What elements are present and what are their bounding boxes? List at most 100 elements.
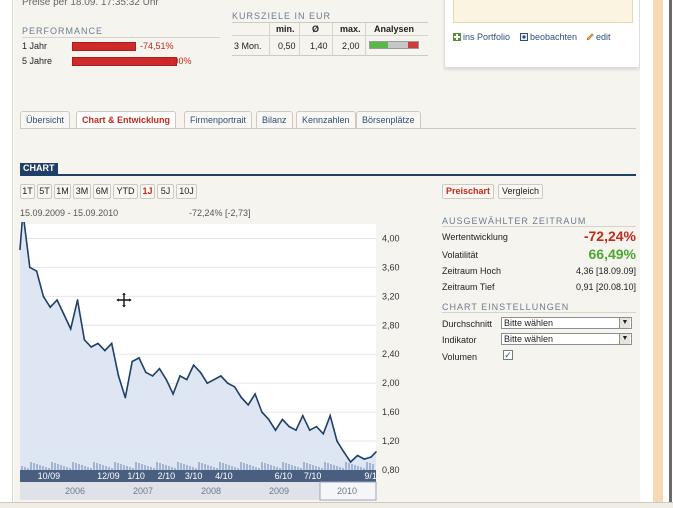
tab-firmenportrait[interactable]: Firmenportrait xyxy=(184,111,253,129)
period-ytd[interactable]: YTD xyxy=(113,184,138,199)
price-point xyxy=(349,461,352,463)
tab-chart-entwicklung[interactable]: Chart & Entwicklung xyxy=(76,111,177,129)
zeitraum-hoch-label: Zeitraum Hoch xyxy=(442,266,502,276)
add-portfolio-link[interactable]: ins Portfolio xyxy=(453,32,510,42)
price-point xyxy=(56,299,58,301)
kursziele-table: min. Ø max. Analysen 3 Mon. 0,50 1,40 2,… xyxy=(232,22,428,56)
performance-divider xyxy=(22,37,220,38)
x-tick-label: 7/10 xyxy=(304,471,322,481)
analysen-sell-segment xyxy=(408,42,418,48)
y-tick-label: 2,40 xyxy=(382,349,400,359)
price-point xyxy=(247,404,250,406)
einstellungen-divider xyxy=(442,312,636,313)
price-chart[interactable]: 4,00 3,60 3,20 2,80 2,40 2,00 1,60 1,20 0,80 10/0… xyxy=(14,222,434,502)
navigator-year-label: 2010 xyxy=(337,486,357,496)
column-separator xyxy=(269,23,270,56)
period-1m[interactable]: 1M xyxy=(54,184,71,199)
durchschnitt-select[interactable]: Bitte wählen ▼ xyxy=(501,317,632,329)
price-point xyxy=(42,295,45,298)
price-point xyxy=(288,425,290,428)
price-point xyxy=(131,360,133,363)
price-point xyxy=(69,328,72,330)
x-tick-label: 2/10 xyxy=(158,471,176,481)
watch-link[interactable]: beobachten xyxy=(520,32,577,42)
price-point xyxy=(117,375,120,377)
performance-value: -96,00% xyxy=(158,56,192,66)
price-point xyxy=(375,451,377,453)
price-point xyxy=(220,375,222,377)
chart-date-range: 15.09.2009 - 15.09.2010 xyxy=(20,208,119,218)
tab-boersenplaetze[interactable]: Börsenplätze xyxy=(356,111,421,129)
wertentwicklung-value: -72,24% xyxy=(583,228,636,244)
price-point xyxy=(308,429,311,432)
period-10j[interactable]: 10J xyxy=(176,184,197,199)
chevron-down-icon: ▼ xyxy=(619,318,630,328)
tab-kennzahlen[interactable]: Kennzahlen xyxy=(296,111,356,129)
price-point xyxy=(261,411,263,413)
indikator-select[interactable]: Bitte wählen ▼ xyxy=(501,333,632,345)
price-point xyxy=(145,371,147,374)
price-point xyxy=(281,418,284,421)
volatilitaet-value: 66,49% xyxy=(588,246,636,262)
y-tick-label: 0,80 xyxy=(382,465,400,475)
volumen-label: Volumen xyxy=(442,352,478,362)
portfolio-box: ins Portfolio beobachten edit xyxy=(444,0,640,68)
analysen-bar xyxy=(369,41,419,49)
chart-change-value: -72,24% [-2,73] xyxy=(189,208,251,218)
column-separator xyxy=(365,23,366,56)
navigator-year-label: 2007 xyxy=(133,486,153,496)
price-point xyxy=(233,385,236,388)
portfolio-banner xyxy=(453,0,633,23)
volumen-checkbox[interactable]: ✓ xyxy=(503,350,513,360)
price-point xyxy=(63,313,65,316)
period-5t[interactable]: 5T xyxy=(37,184,52,199)
tab-bilanz[interactable]: Bilanz xyxy=(256,111,293,129)
period-6m[interactable]: 6M xyxy=(93,184,111,199)
indikator-value: Bitte wählen xyxy=(504,334,554,344)
price-point xyxy=(124,396,127,399)
price-point xyxy=(206,382,209,384)
column-separator xyxy=(299,23,300,56)
zeitraum-divider xyxy=(442,226,636,227)
performance-bar xyxy=(72,42,136,51)
add-portfolio-icon xyxy=(453,33,461,41)
price-point xyxy=(83,338,86,341)
scrollbar-track[interactable] xyxy=(669,0,672,508)
watch-label: beobachten xyxy=(530,32,578,42)
tab-preischart[interactable]: Preischart xyxy=(442,184,495,199)
table-divider xyxy=(232,35,428,36)
x-tick-label: 6/10 xyxy=(275,471,293,481)
price-point xyxy=(110,342,113,345)
performance-row-5years: 5 Jahre -96,00% xyxy=(22,56,192,66)
price-point xyxy=(199,371,202,374)
page-edge-stripe xyxy=(653,0,663,508)
zeitraum-title: AUSGEWÄHLTER ZEITRAUM xyxy=(442,216,587,226)
navigator-year-label: 2009 xyxy=(269,486,289,496)
add-portfolio-label: ins Portfolio xyxy=(463,32,511,42)
pencil-icon xyxy=(586,33,594,41)
y-tick-label: 3,20 xyxy=(382,291,400,301)
price-timestamp: Preise per 18.09. 17:35:32 Uhr xyxy=(22,0,159,8)
tab-uebersicht[interactable]: Übersicht xyxy=(20,111,71,129)
zeitraum-tief-label: Zeitraum Tief xyxy=(442,282,495,292)
volatilitaet-label: Volatilität xyxy=(442,250,479,260)
price-point xyxy=(172,393,174,395)
y-tick-label: 2,00 xyxy=(382,378,400,388)
analysen-buy-segment xyxy=(370,42,388,48)
price-point xyxy=(28,266,31,269)
tab-vergleich[interactable]: Vergleich xyxy=(498,184,544,199)
price-point xyxy=(165,378,168,381)
price-point xyxy=(104,349,106,352)
max-cell: 2,00 xyxy=(342,41,360,51)
wertentwicklung-label: Wertentwicklung xyxy=(442,232,508,242)
edit-link[interactable]: edit xyxy=(586,32,611,42)
price-point xyxy=(49,306,52,309)
period-5j[interactable]: 5J xyxy=(157,184,174,199)
period-1t[interactable]: 1T xyxy=(20,184,35,199)
chevron-down-icon: ▼ xyxy=(619,334,630,344)
min-cell: 0,50 xyxy=(278,41,296,51)
browser-frame-right xyxy=(641,0,673,508)
period-1j[interactable]: 1J xyxy=(140,184,155,199)
performance-label: 5 Jahre xyxy=(22,56,53,66)
period-3m[interactable]: 3M xyxy=(73,184,91,199)
